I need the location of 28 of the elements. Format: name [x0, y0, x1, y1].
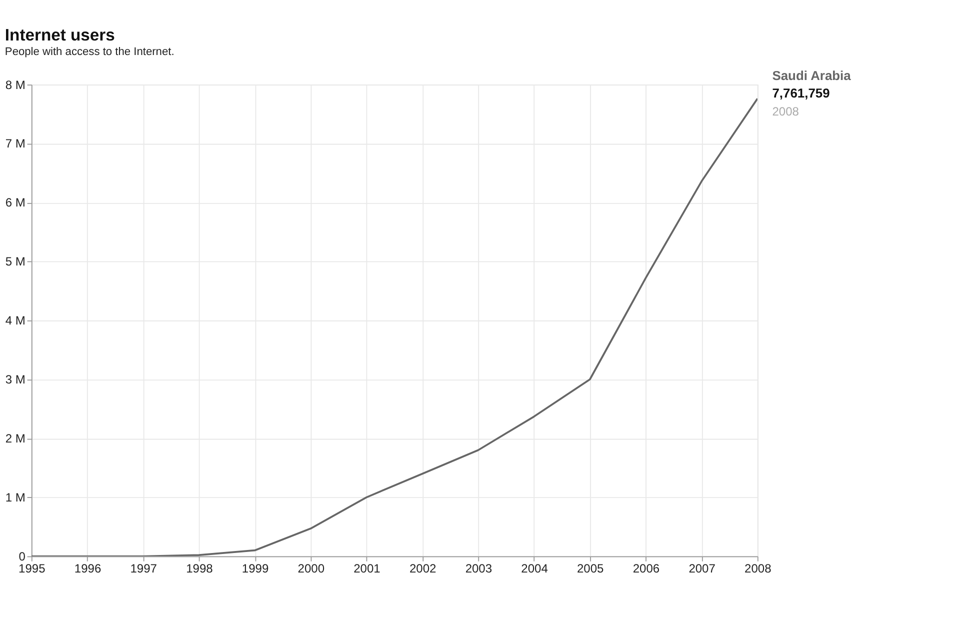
y-tick-label: 5 M	[5, 254, 26, 269]
x-tick-label: 2003	[465, 561, 492, 576]
annotation: 2008	[772, 104, 800, 118]
chart-subtitle: People with access to the Internet.	[4, 46, 174, 58]
y-tick-label: 0	[18, 549, 26, 564]
data-label: 7,761,759	[772, 86, 830, 101]
y-tick-label: 6 M	[5, 196, 26, 210]
y-tick-label: 3 M	[5, 372, 26, 387]
y-tick-label: 1 M	[5, 490, 26, 504]
y-tick-label: 7 M	[5, 136, 26, 151]
x-tick-label: 1995	[18, 561, 46, 576]
series-label: Saudi Arabia	[772, 68, 852, 84]
x-tick-label: 1997	[130, 561, 158, 576]
x-tick-label: 2001	[354, 561, 381, 576]
x-tick-label: 2000	[298, 561, 325, 576]
x-tick-label: 2007	[688, 561, 716, 576]
y-tick-label: 8 M	[5, 78, 26, 92]
x-tick-label: 1998	[186, 561, 214, 576]
chart-title: Internet users	[4, 25, 115, 44]
x-tick-label: 2002	[409, 561, 437, 576]
x-tick-label: 2006	[632, 561, 660, 576]
y-tick-label: 2 M	[5, 432, 26, 446]
x-tick-label: 2004	[521, 561, 548, 576]
y-tick-label: 4 M	[5, 314, 26, 328]
x-tick-label: 1996	[74, 561, 102, 576]
x-tick-label: 2008	[744, 561, 772, 576]
x-tick-label: 2005	[576, 561, 604, 576]
x-tick-label: 1999	[242, 561, 269, 576]
